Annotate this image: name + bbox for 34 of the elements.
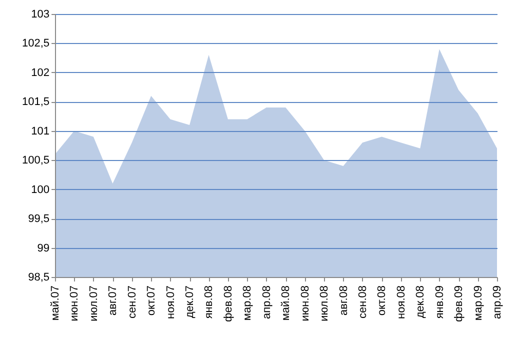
x-tick-label: янв.09 bbox=[434, 286, 446, 319]
y-tick-label: 98,5 bbox=[28, 272, 50, 284]
x-tick-label: июн.07 bbox=[68, 286, 81, 322]
y-tick-label: 100,5 bbox=[22, 154, 50, 167]
x-tick-label: мар.09 bbox=[472, 286, 484, 321]
x-tick-label: май.07 bbox=[50, 286, 62, 321]
x-tick-label: апр.09 bbox=[492, 286, 504, 319]
y-tick-label: 103 bbox=[31, 8, 50, 20]
x-tick-label: фев.09 bbox=[453, 286, 466, 322]
x-tick-label: фев.08 bbox=[222, 286, 234, 322]
y-tick-label: 101,5 bbox=[22, 96, 50, 108]
x-tick-label: дек.08 bbox=[414, 286, 427, 318]
x-tick-label: авг.08 bbox=[338, 286, 350, 316]
y-tick-label: 102 bbox=[31, 66, 50, 79]
y-tick-label: 101 bbox=[31, 125, 50, 138]
x-tick-label: авг.07 bbox=[107, 286, 120, 316]
x-tick-label: янв.08 bbox=[203, 286, 216, 319]
x-tick-label: июл.07 bbox=[88, 286, 100, 322]
y-tick-label: 100 bbox=[31, 184, 50, 196]
x-tick-label: ноя.07 bbox=[164, 286, 177, 319]
x-tick-label: июн.08 bbox=[299, 286, 312, 322]
y-tick-label: 99 bbox=[37, 242, 50, 254]
x-tick-label: дек.07 bbox=[184, 286, 196, 318]
y-tick-label: 102,5 bbox=[22, 38, 50, 50]
x-tick-label: ноя.08 bbox=[395, 286, 408, 319]
x-tick-label: сен.07 bbox=[126, 286, 138, 318]
x-tick-label: сен.08 bbox=[356, 286, 369, 318]
x-tick-label: окт.08 bbox=[376, 286, 388, 316]
x-tick-label: мар.08 bbox=[242, 286, 254, 321]
y-tick-label: 99,5 bbox=[28, 213, 50, 226]
x-tick-label: апр.08 bbox=[260, 286, 273, 319]
x-tick-label: май.08 bbox=[280, 286, 292, 321]
x-tick-label: июл.08 bbox=[318, 286, 331, 322]
x-tick-label: окт.07 bbox=[146, 286, 158, 316]
